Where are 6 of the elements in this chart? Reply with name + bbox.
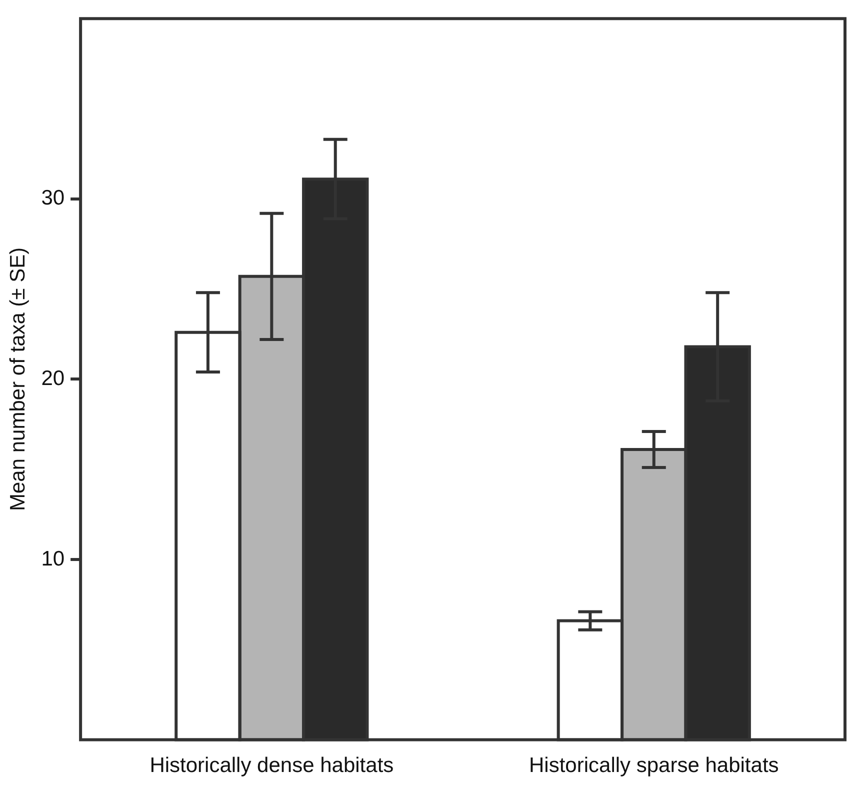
y-tick-label: 30 bbox=[41, 186, 65, 210]
x-tick-label: Historically dense habitats bbox=[150, 754, 394, 778]
y-axis-title: Mean number of taxa (± SE) bbox=[6, 247, 30, 512]
y-tick-label: 20 bbox=[41, 366, 65, 390]
x-tick-label: Historically sparse habitats bbox=[529, 754, 779, 778]
y-tick-label: 10 bbox=[41, 547, 65, 570]
